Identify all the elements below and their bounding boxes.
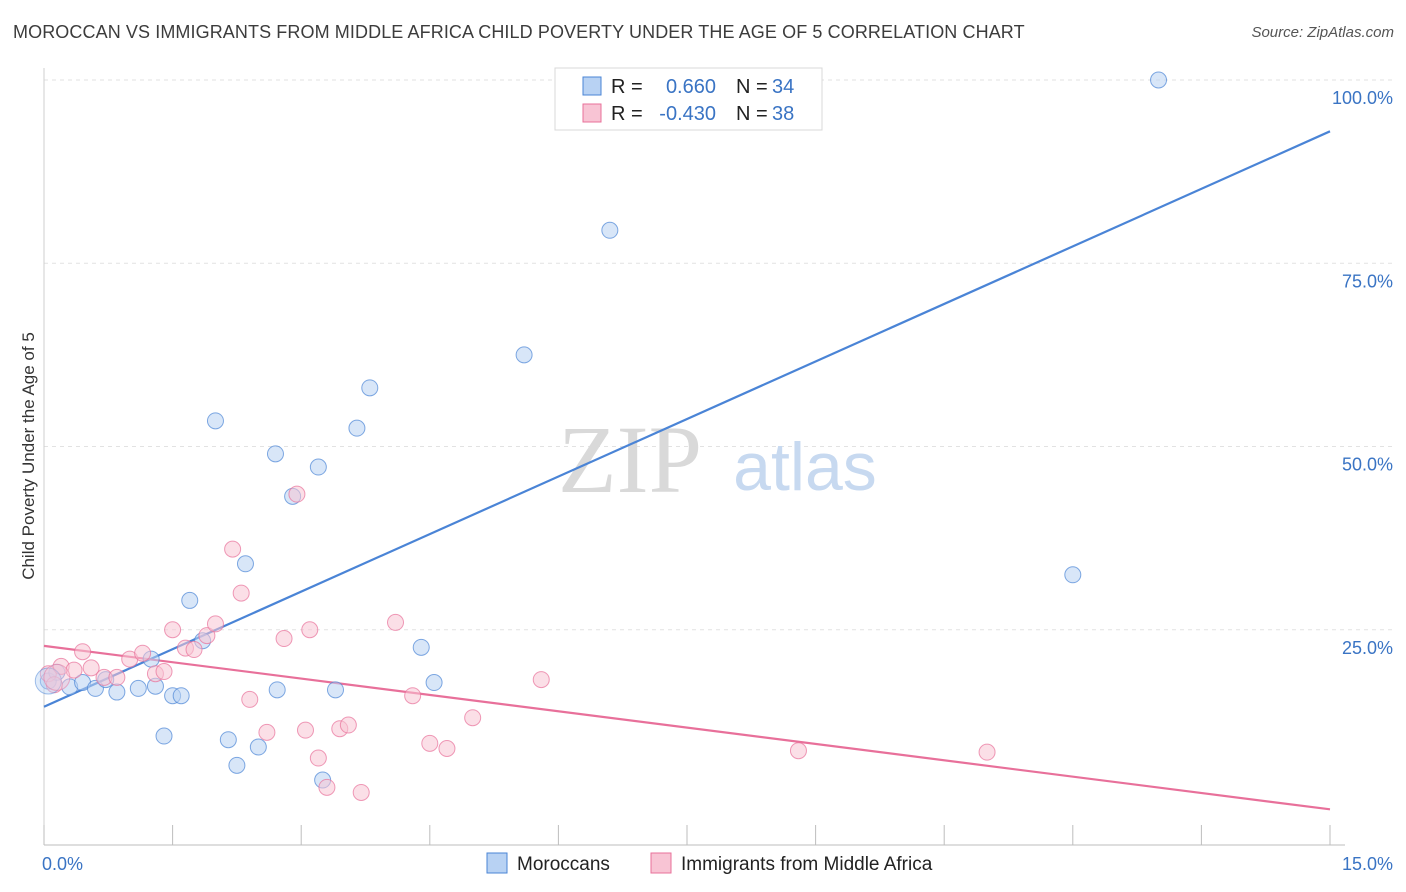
point-middle-africa bbox=[288, 485, 306, 503]
bottom-legend-swatch-middle-africa bbox=[650, 852, 672, 874]
axes bbox=[43, 68, 1345, 846]
point-moroccans bbox=[249, 738, 267, 756]
point-middle-africa bbox=[387, 613, 405, 631]
point-middle-africa bbox=[309, 749, 327, 767]
bottom-legend-label-moroccans: Moroccans bbox=[517, 854, 610, 875]
legend-n-value-2: 38 bbox=[772, 103, 794, 125]
legend-r-value-2: -0.430 bbox=[659, 103, 716, 125]
legend-n-label-1: N = bbox=[736, 76, 768, 98]
point-moroccans bbox=[266, 445, 284, 463]
data-points bbox=[34, 71, 1168, 801]
point-moroccans bbox=[129, 679, 147, 697]
y-tick-labels: 25.0% 50.0% 75.0% 100.0% bbox=[1332, 88, 1393, 658]
point-moroccans bbox=[515, 346, 533, 364]
source-label: Source: ZipAtlas.com bbox=[1251, 24, 1394, 41]
point-moroccans bbox=[268, 681, 286, 699]
point-moroccans bbox=[228, 756, 246, 774]
y-tick-label: 100.0% bbox=[1332, 88, 1393, 108]
watermark-atlas: atlas bbox=[733, 429, 877, 505]
point-middle-africa bbox=[198, 627, 216, 645]
point-middle-africa bbox=[404, 687, 422, 705]
bottom-legend-label-middle-africa: Immigrants from Middle Africa bbox=[681, 854, 933, 875]
trend-lines bbox=[43, 130, 1331, 811]
point-middle-africa bbox=[438, 739, 456, 757]
legend-swatch-moroccans bbox=[582, 76, 602, 96]
point-middle-africa bbox=[464, 709, 482, 727]
point-middle-africa bbox=[206, 615, 224, 633]
point-moroccans bbox=[206, 412, 224, 430]
legend-n-label-2: N = bbox=[736, 103, 768, 125]
point-moroccans bbox=[155, 727, 173, 745]
y-tick-label: 25.0% bbox=[1342, 638, 1393, 658]
point-moroccans bbox=[219, 731, 237, 749]
grid-lines bbox=[44, 79, 1395, 631]
point-middle-africa bbox=[108, 668, 126, 686]
legend-r-label-2: R = bbox=[611, 103, 643, 125]
point-moroccans bbox=[108, 683, 126, 701]
point-middle-africa bbox=[74, 643, 92, 661]
legend-n-value-1: 34 bbox=[772, 76, 794, 98]
legend-r-label-1: R = bbox=[611, 76, 643, 98]
legend-swatch-middle-africa bbox=[582, 103, 602, 123]
point-moroccans bbox=[361, 379, 379, 397]
x-tick-labels: 0.0% 15.0% bbox=[42, 854, 1393, 874]
point-middle-africa bbox=[789, 742, 807, 760]
point-middle-africa bbox=[339, 716, 357, 734]
point-middle-africa bbox=[301, 621, 319, 639]
point-middle-africa bbox=[258, 723, 276, 741]
point-middle-africa bbox=[164, 621, 182, 639]
point-middle-africa bbox=[352, 783, 370, 801]
point-middle-africa bbox=[232, 584, 250, 602]
y-axis-title: Child Poverty Under the Age of 5 bbox=[19, 332, 38, 580]
x-tick-label: 15.0% bbox=[1342, 854, 1393, 874]
point-middle-africa bbox=[185, 641, 203, 659]
point-middle-africa bbox=[65, 661, 83, 679]
chart-title: MOROCCAN VS IMMIGRANTS FROM MIDDLE AFRIC… bbox=[13, 22, 1025, 42]
x-tick-label: 0.0% bbox=[42, 854, 83, 874]
point-moroccans bbox=[326, 681, 344, 699]
point-moroccans bbox=[425, 674, 443, 692]
point-middle-africa bbox=[241, 690, 259, 708]
point-middle-africa bbox=[275, 630, 293, 648]
point-middle-africa bbox=[318, 778, 336, 796]
trend-line-middle-africa bbox=[43, 644, 1331, 811]
legend-r-value-1: 0.660 bbox=[666, 76, 716, 98]
point-middle-africa bbox=[134, 644, 152, 662]
y-tick-label: 50.0% bbox=[1342, 455, 1393, 475]
watermark: ZIP atlas bbox=[558, 406, 877, 513]
point-moroccans bbox=[348, 419, 366, 437]
point-moroccans bbox=[309, 458, 327, 476]
point-moroccans bbox=[181, 591, 199, 609]
point-middle-africa bbox=[155, 663, 173, 681]
point-middle-africa bbox=[224, 540, 242, 558]
y-tick-label: 75.0% bbox=[1342, 271, 1393, 291]
trend-line-moroccans bbox=[43, 130, 1331, 708]
point-moroccans bbox=[412, 638, 430, 656]
point-middle-africa-cluster bbox=[43, 663, 71, 691]
point-middle-africa bbox=[978, 743, 996, 761]
point-moroccans bbox=[1150, 71, 1168, 89]
point-middle-africa bbox=[82, 659, 100, 677]
point-middle-africa bbox=[532, 671, 550, 689]
legend: R = 0.660 N = 34 R = -0.430 N = 38 bbox=[554, 67, 823, 131]
bottom-legend: Moroccans Immigrants from Middle Africa bbox=[486, 852, 933, 875]
point-moroccans bbox=[1064, 566, 1082, 584]
point-moroccans bbox=[172, 687, 190, 705]
point-moroccans bbox=[601, 221, 619, 239]
point-middle-africa bbox=[296, 721, 314, 739]
bottom-legend-swatch-moroccans bbox=[486, 852, 508, 874]
point-middle-africa bbox=[421, 734, 439, 752]
point-moroccans bbox=[236, 555, 254, 573]
